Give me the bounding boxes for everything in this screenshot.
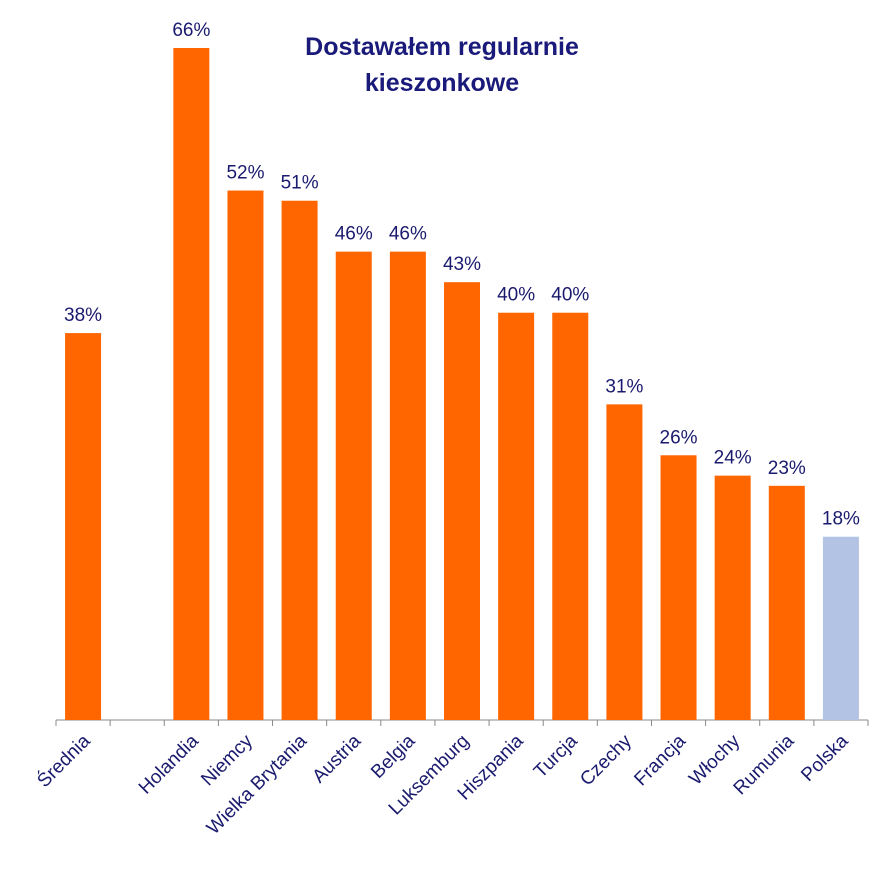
data-label: 52% [226,163,264,184]
bar [714,475,751,720]
data-label: 24% [714,448,752,469]
bar [498,312,535,720]
data-label: 46% [335,224,373,245]
data-label: 38% [64,305,102,326]
data-label: 23% [768,458,806,479]
chart-title: Dostawałem regularnie [305,33,579,61]
x-tick-label: Austria [309,730,366,787]
x-tick-label: Holandia [135,730,203,798]
bar [552,312,589,720]
data-label: 40% [497,285,535,306]
chart-title: kieszonkowe [365,69,519,97]
bar [65,333,102,720]
data-label: 43% [443,254,481,275]
x-tick-label: Belgia [367,730,420,783]
data-label: 51% [281,173,319,194]
bar [444,282,480,720]
bar [660,455,697,720]
bar [281,200,318,720]
data-label: 46% [389,224,427,245]
data-label: 18% [822,509,860,530]
bar [227,190,264,720]
bar [173,48,210,720]
x-tick-label: Francja [630,730,690,790]
x-tick-label: Turcja [530,730,582,782]
x-tick-label: Wielka Brytania [203,730,311,838]
bar [822,536,859,720]
x-tick-label: Czechy [576,730,636,790]
data-label: 31% [605,376,643,397]
data-label: 26% [660,427,698,448]
data-label: 40% [551,285,589,306]
data-label: 66% [172,20,210,41]
bar [389,251,426,721]
x-tick-label: Polska [797,730,852,785]
x-tick-label: Rumunia [730,730,799,799]
bar [335,251,372,721]
bar [606,404,643,720]
x-tick-label: Średnia [33,730,95,792]
bar [768,485,805,720]
